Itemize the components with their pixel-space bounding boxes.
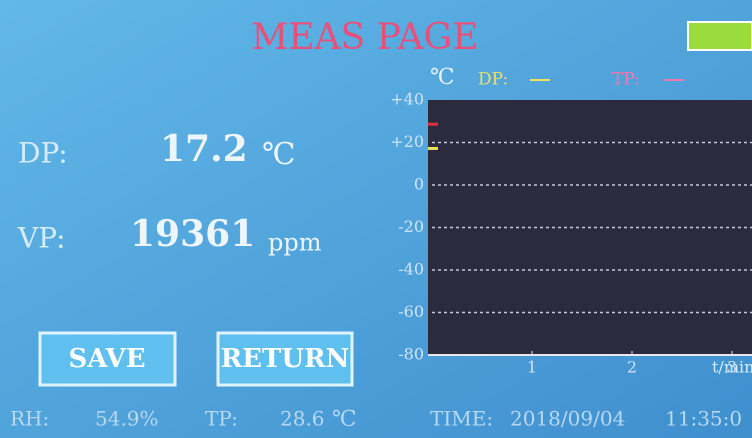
x-tick-label: 1 [527,358,537,377]
status-value: 54.9% [95,407,159,431]
status-label: TIME: [430,407,493,431]
reading-unit: ℃ [262,137,296,172]
status-date: 2018/09/04 [510,407,625,431]
status-value: 28.6 [280,407,325,431]
y-unit: ℃ [430,65,455,90]
y-tick-label: -60 [398,302,424,321]
legend-label: DP: [478,70,508,90]
return-button[interactable]: RETURN [218,333,352,385]
reading-unit: ppm [268,229,322,257]
battery-icon [688,22,752,50]
status-unit: ℃ [332,407,357,432]
page-title: MEAS PAGE [251,17,478,58]
save-button[interactable]: SAVE [40,333,175,385]
y-tick-label: +20 [390,132,424,151]
x-tick-label: 3 [727,358,737,377]
y-tick-label: -40 [398,260,424,279]
x-tick-label: 2 [627,358,637,377]
screen: MEAS PAGE DP: 17.2 ℃ VP: 19361 ppm SAVE … [0,0,752,438]
y-tick-label: +40 [390,90,424,109]
button-label[interactable]: SAVE [68,344,145,374]
reading-value: 19361 [130,213,255,255]
button-label[interactable]: RETURN [221,344,350,374]
legend-label: TP: [612,70,640,90]
y-tick-label: -20 [398,217,424,236]
status-label: TP: [205,407,238,431]
reading-value: 17.2 [160,128,248,170]
status-clock: 11:35:0 [665,407,742,431]
status-label: RH: [10,407,49,431]
y-tick-label: -80 [398,345,424,364]
reading-label: VP: [17,222,66,255]
y-tick-label: 0 [414,175,424,194]
reading-label: DP: [18,137,68,170]
